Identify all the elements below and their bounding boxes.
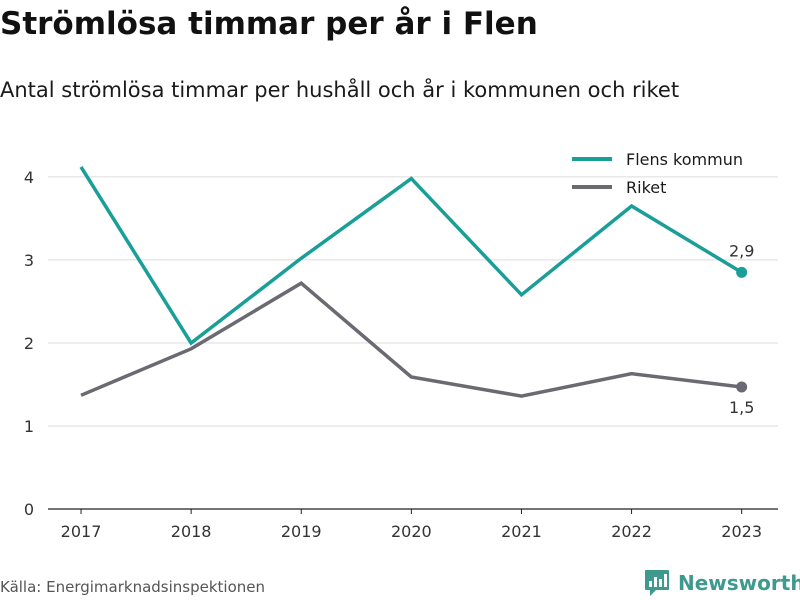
y-axis-ticks: 0 1 2 3 4 — [24, 168, 34, 519]
x-tick-label: 2020 — [391, 522, 432, 541]
x-axis-ticks: 2017 2018 2019 2020 2021 2022 2023 — [61, 509, 762, 541]
series-line-riket — [80, 281, 742, 398]
grid-lines — [48, 176, 778, 510]
y-tick-label: 2 — [24, 334, 34, 353]
y-tick-label: 4 — [24, 168, 34, 187]
series-end-point — [736, 381, 748, 393]
y-tick-label: 0 — [24, 500, 34, 519]
source-note: Källa: Energimarknadsinspektionen — [0, 578, 266, 596]
series-line-flens-kommun — [79, 165, 743, 346]
x-tick-label: 2021 — [501, 522, 542, 541]
x-tick-label: 2023 — [721, 522, 762, 541]
brand-logo: Newsworthy — [644, 568, 800, 598]
brand-name: Newsworthy — [678, 571, 800, 595]
legend-label: Riket — [626, 178, 666, 197]
legend: Flens kommun Riket — [572, 150, 743, 197]
x-tick-label: 2018 — [171, 522, 212, 541]
x-tick-label: 2019 — [281, 522, 322, 541]
chart-title: Strömlösa timmar per år i Flen — [0, 6, 538, 42]
data-label: 1,5 — [729, 398, 754, 417]
series-lines: 2,9 1,5 — [79, 165, 754, 417]
data-label: 2,9 — [729, 241, 754, 260]
x-tick-label: 2022 — [611, 522, 652, 541]
legend-label: Flens kommun — [626, 150, 743, 169]
y-tick-label: 1 — [24, 417, 34, 436]
y-tick-label: 3 — [24, 251, 34, 270]
x-tick-label: 2017 — [61, 522, 102, 541]
series-end-point — [736, 266, 748, 278]
newsworthy-chart-icon — [645, 570, 669, 596]
chart-subtitle: Antal strömlösa timmar per hushåll och å… — [0, 78, 680, 102]
